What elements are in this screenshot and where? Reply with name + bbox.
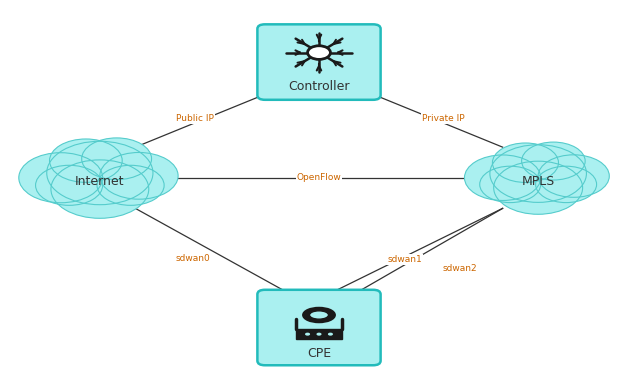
Circle shape: [36, 165, 103, 206]
Ellipse shape: [303, 308, 335, 322]
Circle shape: [538, 155, 609, 197]
Text: Controller: Controller: [288, 80, 350, 94]
FancyBboxPatch shape: [257, 290, 381, 365]
Circle shape: [522, 142, 585, 180]
Text: sdwan0: sdwan0: [176, 254, 211, 263]
Circle shape: [97, 165, 164, 206]
Circle shape: [316, 333, 322, 336]
Circle shape: [464, 155, 540, 201]
Text: sdwan1: sdwan1: [387, 255, 422, 264]
Circle shape: [51, 160, 149, 218]
Circle shape: [328, 333, 333, 336]
Circle shape: [50, 139, 122, 182]
Text: OpenFlow: OpenFlow: [297, 173, 341, 182]
Text: Private IP: Private IP: [422, 114, 464, 123]
Circle shape: [19, 153, 103, 203]
Circle shape: [100, 152, 178, 199]
Text: MPLS: MPLS: [521, 175, 555, 188]
Text: sdwan2: sdwan2: [443, 264, 477, 273]
Circle shape: [493, 143, 558, 183]
FancyBboxPatch shape: [296, 329, 342, 339]
Text: CPE: CPE: [307, 347, 331, 360]
Circle shape: [305, 333, 310, 336]
Text: Internet: Internet: [75, 175, 124, 188]
Circle shape: [536, 166, 597, 202]
Circle shape: [494, 161, 582, 214]
Circle shape: [480, 166, 540, 202]
Text: Public IP: Public IP: [176, 114, 214, 123]
Circle shape: [47, 141, 153, 205]
Ellipse shape: [309, 311, 329, 319]
Circle shape: [308, 46, 330, 60]
FancyBboxPatch shape: [257, 24, 381, 100]
Circle shape: [490, 145, 586, 202]
Circle shape: [82, 138, 152, 180]
